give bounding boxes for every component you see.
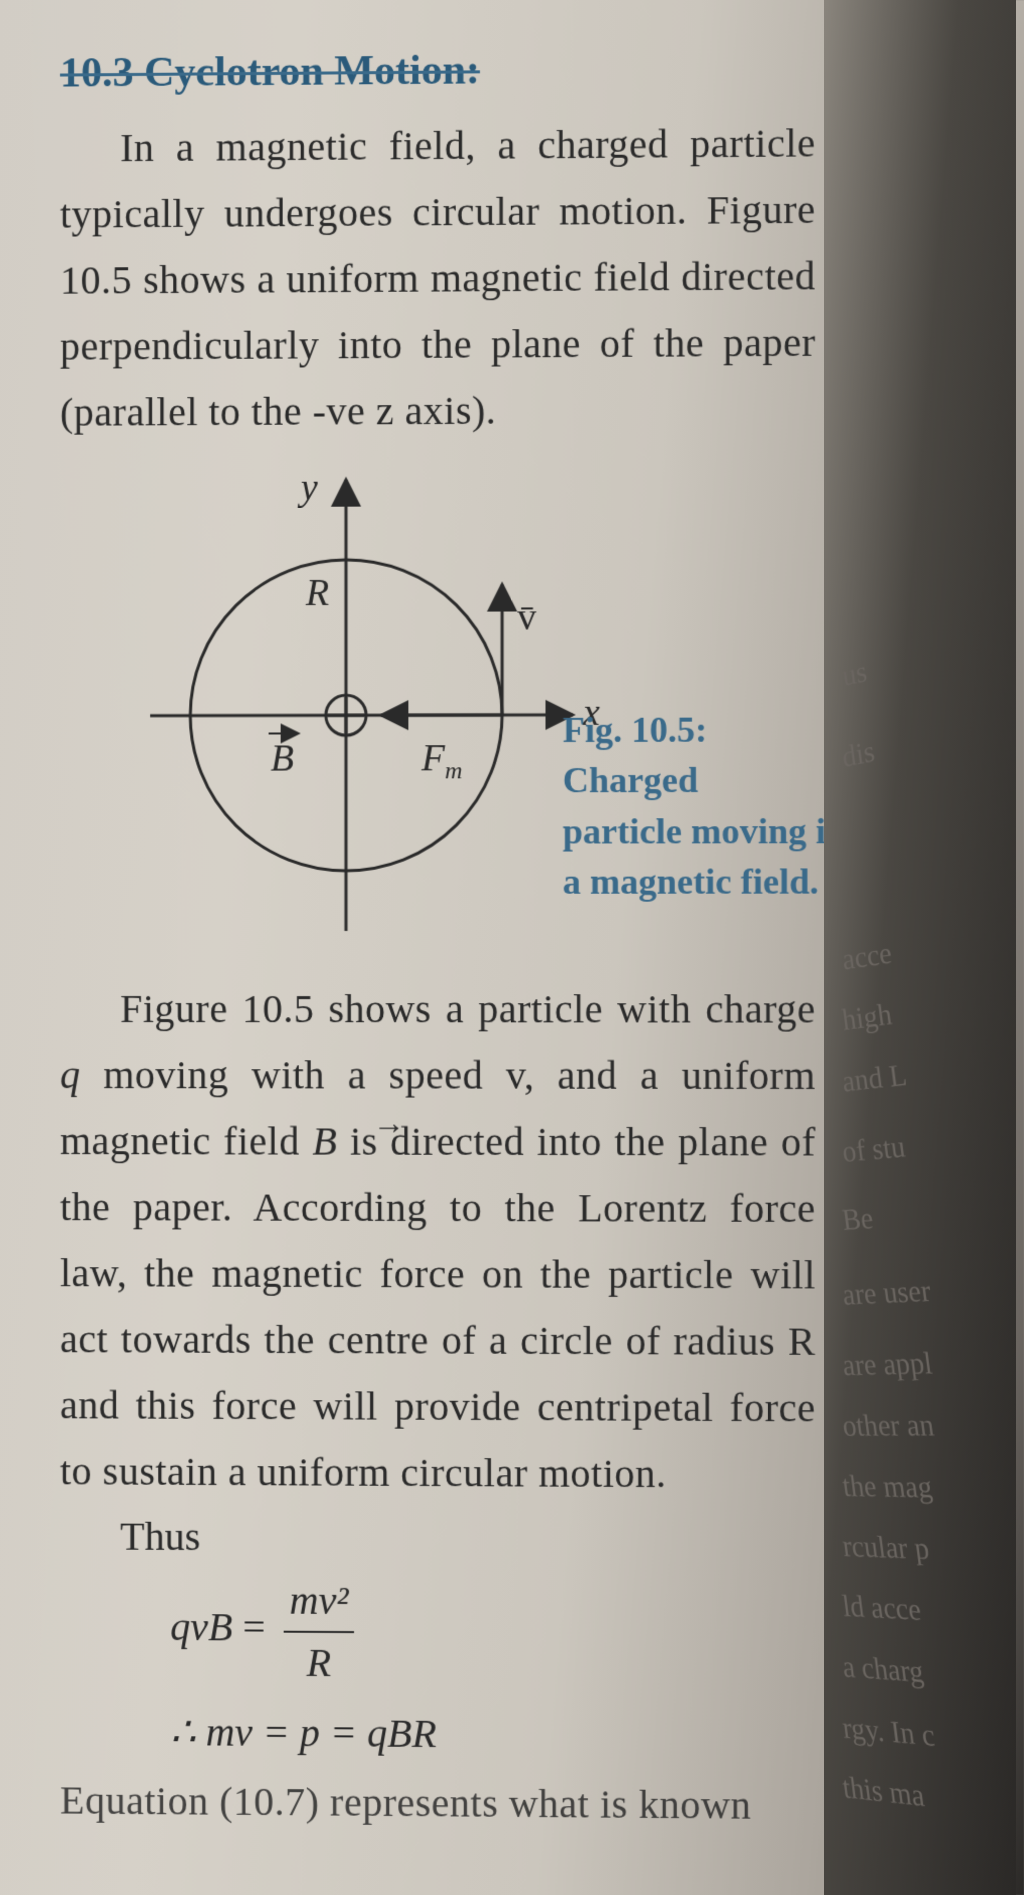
equation-1: qvB = mv² R [170,1570,815,1696]
edge-text-fragment: acce [840,936,893,977]
textbook-page: 10.3 Cyclotron Motion: In a magnetic fie… [0,0,836,1895]
figure-caption: Fig. 10.5: Charged particle moving in a … [563,704,846,907]
edge-text-fragment: a charg [840,1650,925,1691]
edge-text-fragment: and L [840,1058,908,1100]
paragraph-1: In a magnetic field, a charged particle … [60,110,816,446]
edge-text-fragment: this ma [840,1770,926,1814]
figure-area: y x R v̄ B Fm Fig. 10.5: Charged particl… [60,463,816,967]
caption-line-3: a magnetic field. [563,862,819,902]
edge-text-fragment: the mag [840,1469,934,1505]
paragraph-2: Figure 10.5 shows a particle with charge… [60,976,816,1508]
equation-2: ∴ mv = p = qBR [170,1702,815,1767]
edge-text-fragment: dis [840,735,876,776]
label-B: B [271,737,294,779]
adjacent-page-edge: us dis acce high and L of stu Be are user are ap… [824,0,1016,1895]
edge-text-fragment: Be [840,1201,875,1238]
edge-text-fragment: rcular p [840,1530,931,1568]
edge-text-fragment: high [840,997,894,1038]
edge-text-fragment: other an [840,1408,935,1444]
edge-text-fragment: rgy. In c [840,1711,936,1754]
label-R: R [305,572,329,614]
edge-text-fragment: are user [840,1274,932,1313]
caption-line-2: particle moving in [563,811,846,852]
label-Fm: Fm [420,737,462,784]
thus-word: Thus [60,1512,816,1563]
label-y: y [297,467,318,509]
label-v: v̄ [517,596,536,638]
caption-line-1: Fig. 10.5: Charged [563,710,708,801]
edge-text-fragment: us [840,655,869,694]
edge-text-fragment: are appl [840,1346,934,1383]
section-heading: 10.3 Cyclotron Motion: [60,44,816,98]
footer-line: Equation (10.7) represents what is known [60,1767,816,1839]
edge-text-fragment: of stu [840,1130,907,1170]
edge-text-fragment: ld acce [840,1589,923,1628]
cyclotron-diagram: y x R v̄ B Fm [140,463,603,946]
